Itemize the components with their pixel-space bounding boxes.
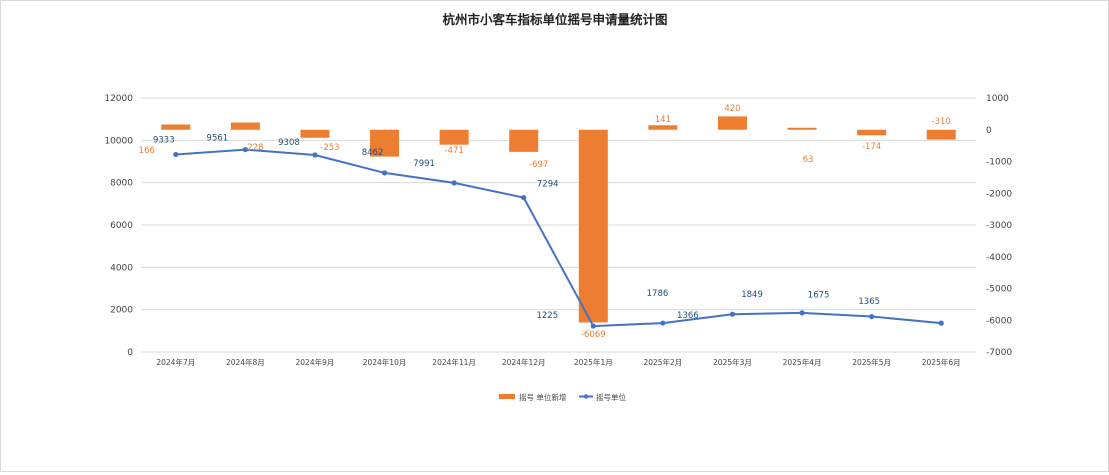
legend-bar-swatch — [499, 394, 515, 399]
legend: 摇号 单位新增 摇号单位 — [499, 392, 626, 402]
right-tick-label: -4000 — [986, 253, 1012, 263]
bar-data-label: 166 — [139, 146, 155, 156]
x-axis: 2024年7月 2024年8月 2024年9月 2024年10月 2024年11月 202… — [156, 357, 960, 367]
x-tick-label: 2025年5月 — [852, 357, 891, 367]
line-data-label: 9561 — [207, 134, 229, 144]
line-point — [312, 152, 318, 158]
line-point — [590, 323, 596, 329]
left-tick-label: 4000 — [110, 263, 133, 273]
line-series — [173, 147, 944, 329]
line-point — [173, 151, 179, 158]
x-tick-label: 2025年2月 — [643, 357, 682, 367]
left-tick-label: 8000 — [110, 179, 133, 189]
line-data-label: 7294 — [537, 180, 559, 190]
line-point — [938, 320, 944, 326]
x-tick-label: 2024年12月 — [502, 357, 546, 367]
bar-data-label: -310 — [932, 117, 951, 127]
left-tick-label: 6000 — [110, 221, 133, 231]
bar — [300, 129, 330, 138]
bar-data-labels: 166 228 -253 -846 -471 -697 -6069 141 420 63 -174 -… — [139, 104, 951, 340]
line-point — [521, 195, 527, 201]
bar — [230, 122, 260, 130]
bar-data-label: -253 — [320, 143, 339, 153]
line-data-label: 9308 — [278, 138, 300, 148]
bar-data-label: 141 — [655, 115, 671, 125]
bar-data-label: 420 — [724, 104, 740, 114]
legend-line-marker — [583, 394, 589, 399]
line-point — [799, 310, 805, 316]
right-y-axis: 1000 0 -1000 -2000 -3000 -4000 -5000 -6000 -7000 — [986, 94, 1012, 358]
right-tick-label: -2000 — [986, 189, 1012, 199]
bar — [509, 129, 539, 152]
line-data-label: 8462 — [362, 148, 384, 158]
bar-data-label: -174 — [862, 142, 881, 152]
line-data-label: 7991 — [413, 159, 435, 169]
line-point — [381, 170, 388, 176]
line-data-labels: 9333 9561 9308 8462 7991 7294 1225 1366 1786 1849… — [153, 134, 880, 321]
x-tick-label: 2025年6月 — [922, 357, 961, 367]
x-tick-label: 2024年8月 — [226, 357, 265, 367]
bar — [578, 129, 608, 323]
bar — [787, 127, 817, 130]
bar — [648, 125, 678, 130]
line-data-label: 1366 — [677, 311, 699, 321]
bar-data-label: 63 — [803, 155, 814, 165]
x-tick-label: 2025年1月 — [574, 357, 613, 367]
series-line — [175, 148, 942, 328]
line-point — [729, 311, 736, 317]
bar-series — [161, 116, 956, 323]
line-point — [869, 313, 875, 320]
chart-title: 杭州市小客车指标单位摇号申请量统计图 — [442, 12, 667, 27]
right-tick-label: -3000 — [986, 221, 1012, 231]
gridlines — [141, 97, 976, 353]
bar — [439, 129, 469, 145]
legend-bar-label: 摇号 单位新增 — [519, 392, 566, 402]
bar — [161, 124, 191, 130]
left-y-axis: 0 2000 4000 6000 8000 10000 12000 — [104, 94, 133, 358]
line-data-label: 1849 — [741, 290, 763, 300]
line-data-label: 1786 — [647, 289, 669, 299]
bar — [717, 116, 747, 130]
right-tick-label: -1000 — [986, 158, 1012, 168]
line-point — [660, 320, 666, 326]
x-tick-label: 2024年10月 — [363, 357, 407, 367]
legend-line-label: 摇号单位 — [596, 392, 626, 402]
left-tick-label: 12000 — [104, 94, 133, 104]
x-tick-label: 2025年3月 — [713, 357, 752, 367]
right-tick-label: -7000 — [986, 348, 1012, 358]
x-tick-label: 2024年7月 — [156, 357, 195, 367]
left-tick-label: 10000 — [104, 136, 133, 146]
line-data-label: 9333 — [153, 135, 175, 145]
line-data-label: 1225 — [536, 311, 558, 321]
left-tick-label: 2000 — [110, 306, 133, 316]
bar-data-label: -846 — [379, 129, 398, 139]
bar-data-label: -471 — [444, 146, 463, 156]
x-tick-label: 2024年9月 — [296, 357, 335, 367]
line-data-label: 1365 — [858, 297, 880, 307]
bar-data-label: -697 — [529, 160, 548, 170]
left-tick-label: 0 — [127, 348, 133, 358]
bar — [857, 129, 887, 136]
right-tick-label: 0 — [986, 126, 992, 136]
x-tick-label: 2024年11月 — [432, 357, 476, 367]
right-tick-label: 1000 — [986, 94, 1009, 104]
bar-data-label: 228 — [247, 143, 263, 153]
line-point — [242, 147, 248, 153]
bar — [926, 129, 956, 140]
x-tick-label: 2025年4月 — [783, 357, 822, 367]
right-tick-label: -6000 — [986, 316, 1012, 326]
right-tick-label: -5000 — [986, 285, 1012, 295]
bar — [370, 129, 400, 157]
bar-data-label: -6069 — [581, 330, 606, 340]
line-data-label: 1675 — [808, 291, 830, 301]
line-point — [451, 180, 457, 186]
